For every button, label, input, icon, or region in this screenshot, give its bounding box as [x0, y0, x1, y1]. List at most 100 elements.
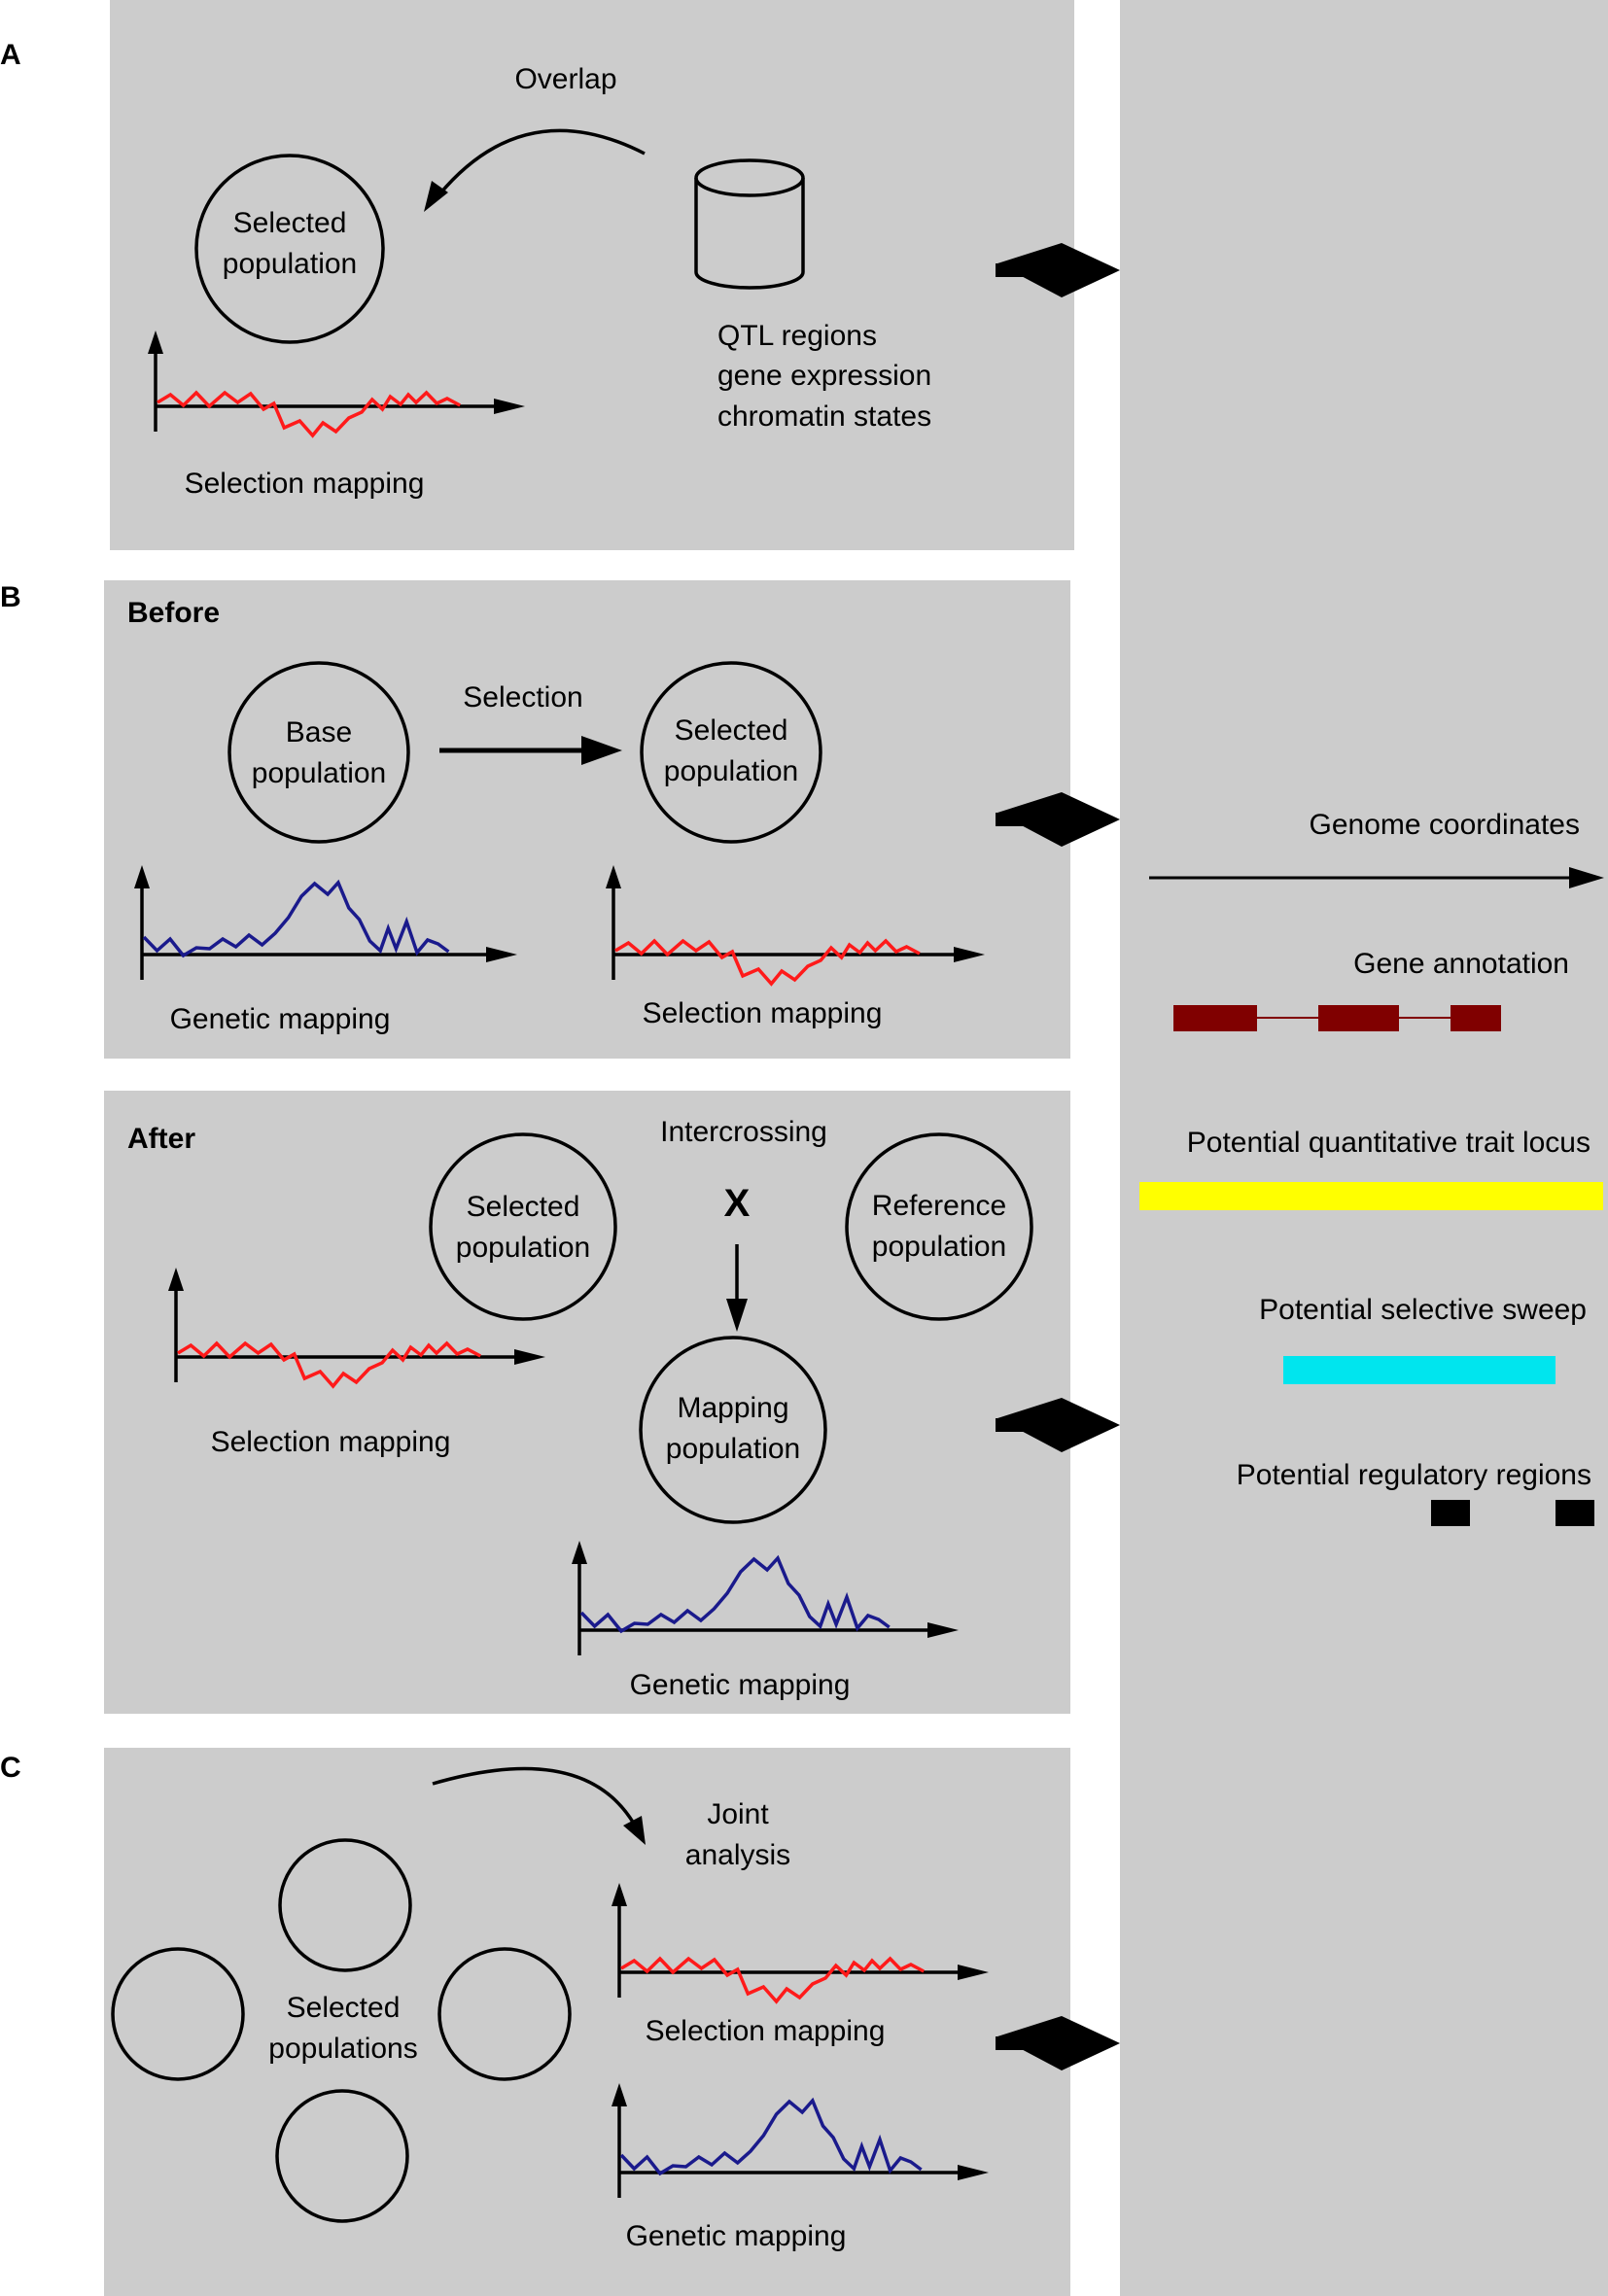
selected-population-label-line1: Selected [675, 714, 788, 747]
chromatin-states-label: chromatin states [717, 400, 931, 433]
joint-analysis-label-line1: Joint [707, 1798, 769, 1830]
panel-letter-a: A [0, 39, 21, 71]
selected-population-circle [640, 661, 822, 844]
genetic-signal-trace [142, 879, 450, 958]
joint-analysis-arrow-curve [432, 1766, 636, 1825]
genetic-mapping-plot [134, 865, 517, 980]
selection-signal-trace [177, 1340, 482, 1389]
selected-population-label-line2: population [223, 248, 357, 280]
genetic-signal-trace [619, 2097, 923, 2176]
mapping-population-label-line1: Mapping [677, 1392, 788, 1424]
genome-panel-background [1120, 0, 1608, 2296]
selection-signal-trace [620, 1956, 926, 2004]
plot-y-axis-arrow-head [134, 865, 150, 888]
cross-arrow-head [726, 1299, 748, 1332]
population-circle-left [111, 1947, 245, 2081]
panel-b-after: After Intercrossing X Selected populatio… [127, 1116, 1033, 1701]
potential-sweep-bar [1283, 1356, 1556, 1384]
overlap-arrow-curve [437, 128, 646, 196]
panel-b-before: Before Selection Base population Selecte… [127, 597, 985, 1035]
selected-population-label-line1: Selected [233, 207, 347, 239]
panel-c-block-arrow [996, 2016, 1120, 2070]
plot-y-axis-arrow-head [606, 865, 621, 888]
selected-population-label-line1: Selected [467, 1191, 580, 1223]
selection-arrow-head [581, 736, 622, 765]
base-population-circle [227, 661, 410, 844]
panel-c-background [104, 1748, 1070, 2296]
after-title: After [127, 1123, 195, 1155]
qtl-regions-label: QTL regions [717, 320, 877, 352]
panel-b-before-block-arrow [996, 792, 1120, 847]
genetic-mapping-label: Genetic mapping [170, 1003, 391, 1035]
plot-y-axis-arrow-head [612, 1883, 627, 1906]
reference-population-label-line2: population [872, 1231, 1006, 1263]
mapping-population-label-line2: population [666, 1433, 800, 1465]
joint-analysis-label-line2: analysis [685, 1839, 790, 1871]
panel-b-after-block-arrow [996, 1398, 1120, 1452]
database-icon [694, 158, 805, 290]
plot-y-axis-arrow-head [148, 330, 163, 354]
genetic-mapping-label: Genetic mapping [626, 2220, 847, 2252]
reference-population-circle [845, 1132, 1033, 1321]
plot-x-axis-arrow-head [486, 947, 517, 962]
selection-mapping-label: Selection mapping [185, 468, 425, 500]
mapping-population-circle [639, 1336, 827, 1524]
selected-populations-label-line2: populations [268, 2033, 417, 2065]
population-circle-top [278, 1838, 412, 1972]
overlap-label: Overlap [514, 63, 616, 95]
gene-exon-1 [1173, 1005, 1257, 1031]
potential-qtl-label: Potential quantitative trait locus [1187, 1127, 1591, 1159]
genome-panel: Genome coordinates Gene annotation Poten… [1139, 809, 1604, 1526]
panel-a-block-arrow [996, 243, 1120, 297]
potential-qtl-bar [1139, 1182, 1603, 1210]
gene-model [1173, 1005, 1501, 1031]
selection-signal-trace [614, 938, 921, 987]
panel-letter-c: C [0, 1752, 21, 1784]
selected-population-circle [429, 1132, 617, 1321]
population-circle-bottom [275, 2089, 409, 2223]
panel-c: Joint analysis Selected populations Sele… [111, 1766, 989, 2252]
regulatory-block-2 [1556, 1500, 1594, 1526]
selection-mapping-label: Selection mapping [643, 997, 883, 1029]
selection-mapping-plot [168, 1268, 545, 1389]
plot-y-axis-arrow-head [572, 1541, 587, 1564]
selection-signal-trace [157, 390, 462, 438]
panel-a-background [110, 0, 1074, 550]
genome-coordinates-label: Genome coordinates [1310, 809, 1581, 841]
potential-regulatory-label: Potential regulatory regions [1237, 1459, 1591, 1491]
block-arrows [996, 243, 1120, 2070]
population-circle-right [437, 1947, 572, 2081]
gene-exon-3 [1451, 1005, 1501, 1031]
plot-x-axis-arrow-head [958, 2165, 989, 2180]
cross-symbol: X [724, 1182, 751, 1225]
panel-b-after-background [104, 1091, 1070, 1714]
genome-coordinates-arrow-head [1569, 867, 1604, 888]
plot-x-axis-arrow-head [514, 1349, 545, 1365]
selection-mapping-plot [148, 330, 525, 438]
potential-sweep-label: Potential selective sweep [1259, 1294, 1587, 1326]
gene-exon-2 [1318, 1005, 1399, 1031]
genetic-mapping-plot [572, 1541, 959, 1655]
panel-letter-b: B [0, 581, 21, 613]
plot-x-axis-arrow-head [927, 1622, 959, 1638]
base-population-label-line1: Base [286, 716, 352, 748]
base-population-label-line2: population [252, 757, 386, 789]
selection-mapping-label: Selection mapping [646, 2015, 886, 2047]
selected-population-circle [194, 154, 385, 344]
reference-population-label-line1: Reference [872, 1190, 1006, 1222]
overlap-arrow-head [424, 181, 448, 212]
plot-y-axis-arrow-head [612, 2083, 627, 2106]
panel-a: Overlap Selected population QTL regions … [148, 63, 931, 500]
intercrossing-label: Intercrossing [660, 1116, 827, 1148]
joint-analysis-arrow-head [623, 1816, 646, 1845]
panel-b-before-background [104, 580, 1070, 1059]
plot-y-axis-arrow-head [168, 1268, 184, 1291]
selection-label: Selection [463, 681, 582, 713]
gene-annotation-label: Gene annotation [1353, 948, 1569, 980]
selection-mapping-plot [606, 865, 985, 987]
gene-expression-label: gene expression [717, 360, 931, 392]
regulatory-block-1 [1431, 1500, 1470, 1526]
genetic-signal-trace [579, 1554, 891, 1634]
plot-x-axis-arrow-head [954, 947, 985, 962]
plot-x-axis-arrow-head [494, 399, 525, 414]
